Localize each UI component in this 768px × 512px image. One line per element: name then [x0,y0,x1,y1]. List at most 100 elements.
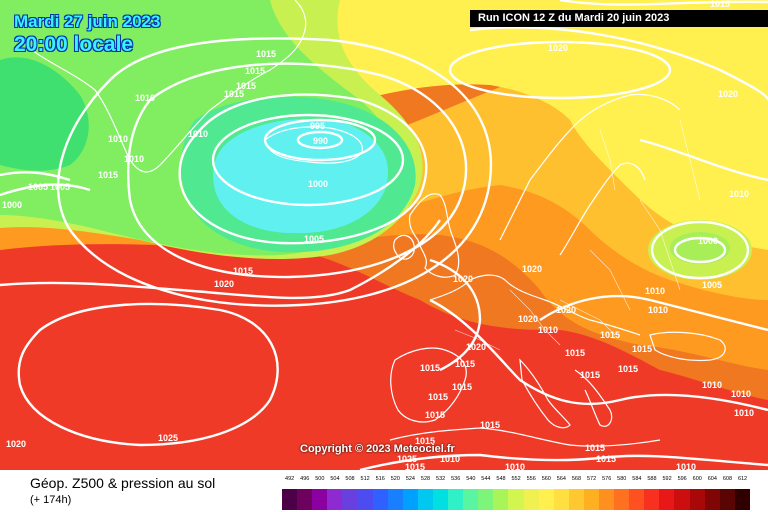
scale-swatch [553,489,569,510]
scale-label: 588 [647,476,657,482]
scale-swatch [598,489,615,510]
scale-swatch [448,489,464,510]
scale-label: 532 [436,476,446,482]
scale-label: 524 [405,476,415,482]
coast-greenland [19,0,307,173]
label-1005-w-2-t: 1005 [50,182,70,192]
label-1010-greenland-1-t: 1010 [135,93,155,103]
scale-label: 604 [707,476,717,482]
label-1010-nw-t: 1010 [676,462,696,470]
label-1015-greece-t: 1015 [618,364,638,374]
scale-label: 552 [511,476,521,482]
scale-label: 556 [526,476,536,482]
label-1000-w-t: 1000 [2,200,22,210]
legend-panel: Géop. Z500 & pression au sol (+ 174h) 49… [0,470,768,512]
label-1005-w-1-t: 1005 [28,182,48,192]
label-1015-iceland-n2-t: 1015 [245,66,265,76]
scale-swatch [689,489,705,510]
label-1015-africa-2-t: 1015 [405,462,425,470]
scale-swatch [327,489,343,510]
scale-label: 560 [541,476,551,482]
scale-label: 512 [360,476,370,482]
scale-swatch [719,489,735,510]
legend-title: Géop. Z500 & pression au sol [30,475,216,491]
scale-label: 596 [677,476,687,482]
scale-label: 500 [315,476,325,482]
field-deep-red-sw [0,243,768,470]
scale-swatch [387,489,403,510]
label-1010-se-t: 1010 [734,408,754,418]
coast-balkans [574,369,613,427]
isobar-1015-africa [359,453,768,470]
scale-label: 564 [556,476,566,482]
scale-swatch [659,489,675,510]
scale-label: 592 [662,476,672,482]
label-1010-russia-t: 1010 [729,189,749,199]
isobar-1000-russia [673,236,727,264]
scale-swatch [674,489,690,510]
scale-label: 536 [451,476,461,482]
scale-swatch [297,489,313,510]
label-1020-europe-2-t: 1020 [556,305,576,315]
scale-label: 568 [571,476,582,482]
isobar-1020-scand [469,26,768,101]
scale-swatch [432,489,449,510]
scale-swatch [583,489,599,510]
scale-label: 520 [390,476,400,482]
label-1025-africa-t: 1025 [397,454,417,464]
scale-swatch [538,489,554,510]
coast-ireland [393,234,415,260]
label-1015-iberia-3-t: 1015 [452,382,472,392]
label-1015-top-t: 1015 [710,0,730,9]
scale-label: 516 [375,476,385,482]
label-1020-uk-t: 1020 [522,264,542,274]
label-1015-iberia-4-t: 1015 [428,392,448,402]
label-1015-med-t: 1015 [425,410,445,420]
label-1015-greenland-s-t: 1015 [98,170,118,180]
label-1015-iberia-2-t: 1015 [455,359,475,369]
label-1015-africa-3-t: 1015 [585,443,605,453]
border-7 [679,119,701,201]
label-1015-europe-3-t: 1015 [632,344,652,354]
label-1010-turkey-t: 1010 [702,380,722,390]
scale-label: 612 [737,476,748,482]
scale-swatch [734,489,750,510]
isobar-1010-europe [539,294,768,332]
scale-swatch [357,489,373,510]
label-1010-africa-2-t: 1010 [505,462,525,470]
label-1020-biscay-t: 1020 [453,274,473,284]
isobar-995 [263,118,377,162]
label-1010-ukr-2-t: 1010 [648,305,668,315]
isobar-1005 [178,93,428,245]
coast-britain [408,193,460,278]
isobars [0,0,768,470]
forecast-date: Mardi 27 juin 2023 [14,12,161,31]
scale-label: 548 [496,476,506,482]
run-label: Run ICON 12 Z du Mardi 20 juin 2023 [470,10,768,27]
isobar-1000 [211,113,405,207]
coast-black-sea [649,331,726,362]
isobar-1015-europe [429,298,768,412]
label-1010-greenland-2-t: 1010 [108,134,128,144]
scale-label: 496 [300,476,310,482]
label-1015-europe-1-t: 1015 [600,330,620,340]
scale-label: 508 [345,476,355,482]
map-canvas: 1015 1010 1010 1010 1010 1015 1015 1015 … [0,0,768,470]
label-1020-france-t: 1020 [466,342,486,352]
scale-label: 584 [632,476,642,482]
border-5 [454,329,501,351]
label-1015-italy-t: 1015 [480,420,500,430]
coast-africa [389,427,661,447]
label-1015-greenland-ex-t: 1015 [596,454,616,464]
label-1015-iceland-n4-t: 1015 [224,89,244,99]
label-1010-ukr-1-t: 1010 [645,286,665,296]
scale-swatch [342,489,358,510]
isobar-1005-nw [0,171,71,182]
isobar-1015-top [559,0,768,6]
scale-swatch [629,489,645,510]
isobar-1020-france [429,258,482,372]
scale-swatch [523,489,539,510]
isobar-1020-atl [0,219,441,300]
label-1020-atl-t: 1020 [214,279,234,289]
scale-swatch [493,489,509,510]
